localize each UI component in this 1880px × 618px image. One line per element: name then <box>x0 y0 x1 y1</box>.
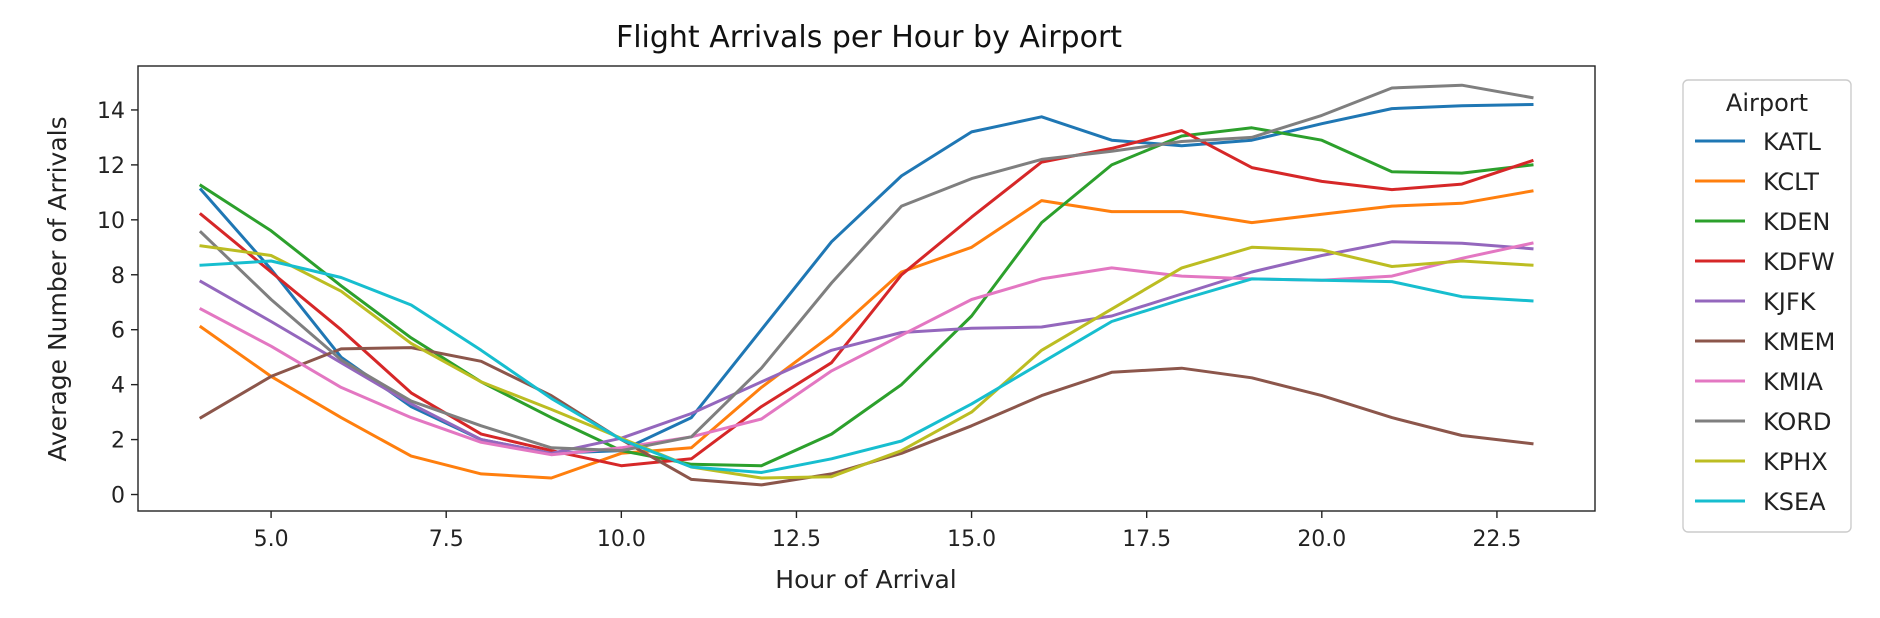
chart-title: Flight Arrivals per Hour by Airport <box>616 20 1122 55</box>
series-line-ksea <box>199 259 1534 474</box>
y-tick-label: 8 <box>111 264 125 289</box>
series-line-katl <box>198 102 1534 455</box>
legend-label-kord: KORD <box>1763 408 1831 436</box>
series-line-kclt <box>198 189 1534 480</box>
series-line-kdfw <box>198 129 1534 468</box>
x-axis: 5.0 7.5 10.0 12.5 15.0 17.5 20.0 22.5 <box>254 511 1521 552</box>
legend-box <box>1682 79 1852 533</box>
x-tick-label: 10.0 <box>597 527 646 552</box>
y-tick-label: 4 <box>111 374 125 399</box>
y-tick-label: 2 <box>111 429 125 454</box>
legend-label-kphx: KPHX <box>1763 448 1828 476</box>
y-tick-label: 14 <box>97 99 125 124</box>
legend: Airport KATL KCLT KDEN KDFW KJFK KMEM KMIA KORD… <box>1682 79 1852 533</box>
x-tick-label: 15.0 <box>947 527 996 552</box>
x-tick-label: 12.5 <box>772 527 821 552</box>
x-tick-label: 5.0 <box>254 527 289 552</box>
legend-label-kmem: KMEM <box>1763 328 1835 356</box>
series-line-kjfk <box>198 240 1534 455</box>
plot-area <box>198 83 1534 487</box>
legend-label-kden: KDEN <box>1763 208 1830 236</box>
legend-label-kdfw: KDFW <box>1763 248 1835 276</box>
x-tick-label: 20.0 <box>1297 527 1346 552</box>
series-line-kord <box>198 83 1534 453</box>
series-line-kden <box>198 126 1534 468</box>
legend-entries: KATL KCLT KDEN KDFW KJFK KMEM KMIA KORD KPHX KSEA <box>1695 128 1835 516</box>
legend-label-ksea: KSEA <box>1763 488 1826 516</box>
legend-label-katl: KATL <box>1763 128 1822 156</box>
x-tick-label: 17.5 <box>1122 527 1171 552</box>
x-tick-label: 22.5 <box>1472 527 1521 552</box>
y-tick-label: 0 <box>111 484 125 509</box>
y-axis-label: Average Number of Arrivals <box>43 116 72 461</box>
x-tick-label: 7.5 <box>429 527 464 552</box>
y-tick-label: 12 <box>97 154 125 179</box>
legend-label-kclt: KCLT <box>1763 168 1819 196</box>
legend-label-kjfk: KJFK <box>1763 288 1817 316</box>
plot-frame <box>137 65 1596 512</box>
y-axis: 0 2 4 6 8 10 12 14 <box>97 99 138 509</box>
x-axis-label: Hour of Arrival <box>775 565 956 594</box>
y-tick-label: 10 <box>97 209 125 234</box>
legend-title: Airport <box>1726 89 1808 117</box>
series-line-kphx <box>199 244 1534 480</box>
y-tick-label: 6 <box>111 319 125 344</box>
legend-label-kmia: KMIA <box>1763 368 1824 396</box>
